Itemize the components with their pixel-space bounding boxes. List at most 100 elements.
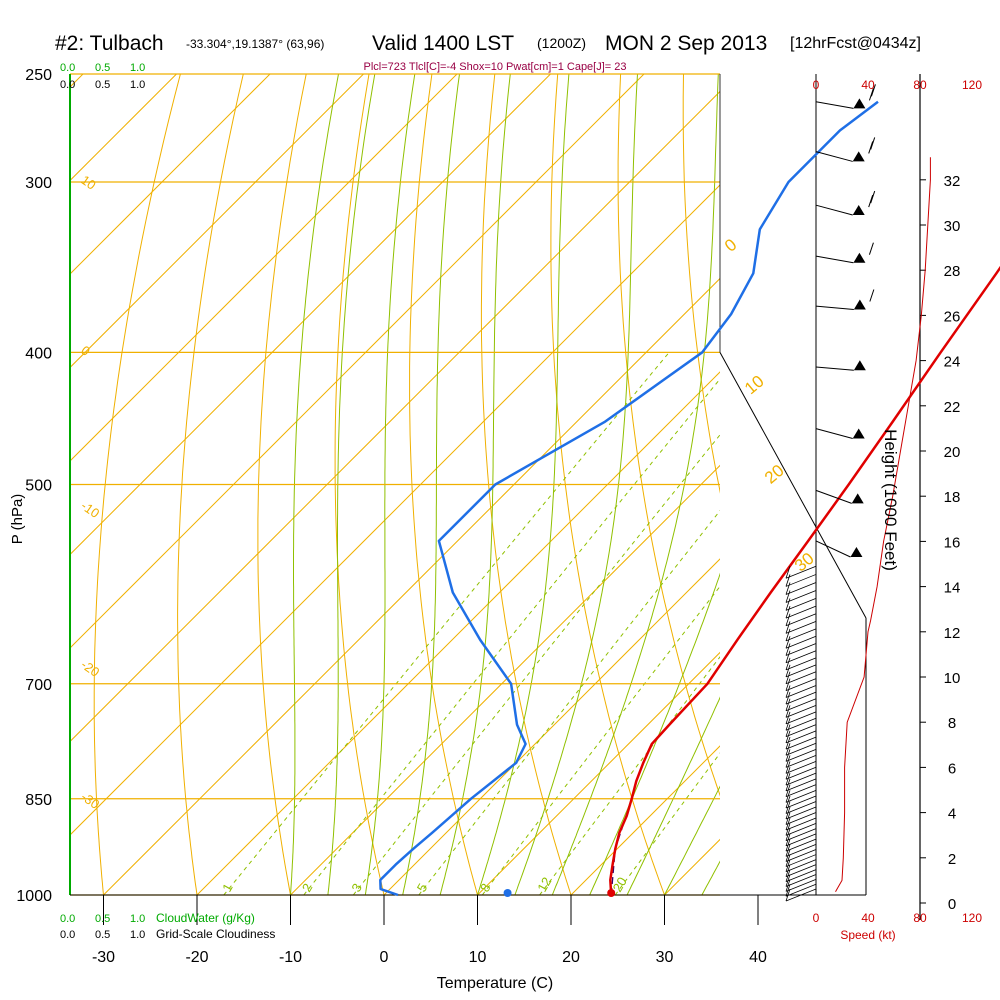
x-tick-label: -20 bbox=[185, 949, 208, 966]
bottom-cloudiness-tick: 0.0 bbox=[60, 929, 75, 941]
wind-barb-feather bbox=[785, 737, 791, 750]
wind-barb-feather bbox=[785, 755, 791, 768]
wind-barb-feather bbox=[785, 643, 791, 656]
x-tick-label: 10 bbox=[469, 949, 487, 966]
moist-adiabat-line bbox=[402, 74, 460, 895]
top-cloudiness-tick: 1.0 bbox=[130, 79, 145, 91]
speed-tick-bottom: 40 bbox=[861, 911, 875, 925]
height-tick-label: 2 bbox=[948, 851, 956, 868]
height-tick-label: 8 bbox=[948, 715, 956, 732]
wind-barb-feather bbox=[785, 790, 791, 803]
mixing-ratio-line bbox=[481, 585, 720, 895]
mixing-ratio-label: 12 bbox=[534, 875, 554, 895]
speed-tick-bottom: 0 bbox=[813, 911, 820, 925]
wind-barb bbox=[785, 628, 817, 642]
wind-barb bbox=[785, 597, 817, 611]
dry-adiabat-line bbox=[682, 74, 720, 494]
mixing-ratio-label: 1 bbox=[219, 881, 236, 895]
pressure-tick-label: 700 bbox=[25, 677, 52, 694]
wind-barb-feather bbox=[785, 685, 791, 698]
pressure-tick-label: 400 bbox=[25, 345, 52, 362]
wind-barb-feather bbox=[868, 141, 874, 154]
wind-barb bbox=[785, 784, 817, 798]
height-tick-label: 24 bbox=[944, 354, 961, 371]
speed-tick-top: 0 bbox=[813, 78, 820, 92]
dry-adiabat-label: -30 bbox=[78, 789, 102, 812]
dry-adiabat-line bbox=[935, 74, 1000, 895]
moist-adiabat-line bbox=[439, 74, 511, 895]
moist-adiabat-line bbox=[327, 74, 376, 895]
mixing-ratio-label: 2 bbox=[299, 881, 316, 895]
wind-barb-pennant bbox=[853, 299, 866, 310]
wind-barb bbox=[785, 736, 817, 750]
wind-barb bbox=[785, 843, 817, 857]
mixing-ratio-label: 20 bbox=[610, 875, 630, 895]
isotherm-line bbox=[383, 558, 720, 895]
wind-barb bbox=[785, 613, 817, 627]
wind-barb bbox=[785, 883, 817, 897]
wind-barb bbox=[785, 664, 817, 678]
x-tick-label: -10 bbox=[279, 949, 302, 966]
isotherm-line bbox=[70, 74, 458, 462]
moist-adiabat-label: 0 bbox=[721, 235, 740, 256]
height-axis-label: Height (1000 Feet) bbox=[881, 429, 900, 571]
height-tick-label: 28 bbox=[944, 263, 961, 280]
speed-tick-bottom: 80 bbox=[913, 911, 927, 925]
wind-barb-feather bbox=[785, 749, 791, 762]
moist-adiabat-line bbox=[626, 696, 720, 895]
height-tick-label: 10 bbox=[944, 670, 961, 687]
wind-barb bbox=[785, 742, 817, 756]
wind-barb bbox=[785, 685, 817, 698]
wind-barb bbox=[815, 151, 853, 162]
moist-adiabat-line bbox=[589, 572, 720, 895]
isotherm-line bbox=[70, 74, 271, 275]
top-cloudiness-tick: 0.5 bbox=[95, 79, 110, 91]
wind-barb bbox=[815, 428, 853, 439]
wind-barb-pennant bbox=[852, 428, 865, 439]
dry-adiabat-line bbox=[93, 74, 181, 895]
wind-barb bbox=[785, 671, 817, 685]
wind-barb bbox=[785, 605, 817, 619]
wind-barb bbox=[785, 565, 817, 579]
top-cloudiness-tick: 0.0 bbox=[60, 79, 75, 91]
wind-barb-feather bbox=[870, 137, 876, 150]
pressure-tick-label: 500 bbox=[25, 478, 52, 495]
height-tick-label: 18 bbox=[944, 489, 961, 506]
y-axis-label: P (hPa) bbox=[9, 494, 26, 545]
wind-barb-pennant bbox=[851, 493, 864, 504]
wind-barb-feather bbox=[785, 598, 791, 611]
wind-barb bbox=[815, 540, 851, 558]
dry-adiabat-line bbox=[480, 74, 572, 895]
wind-barb bbox=[785, 778, 817, 792]
wind-barb-feather bbox=[785, 711, 791, 724]
wind-barb bbox=[785, 711, 817, 725]
wind-barb bbox=[785, 838, 817, 852]
wind-barb bbox=[815, 366, 854, 371]
wind-barb-feather bbox=[785, 767, 791, 780]
mixing-ratio-label: 5 bbox=[414, 881, 431, 895]
station-coords: -33.304°,19.1387° (63,96) bbox=[186, 37, 324, 51]
wind-barb-feather bbox=[785, 743, 791, 756]
wind-barb-feather bbox=[785, 613, 791, 626]
height-tick-label: 22 bbox=[944, 399, 961, 416]
wind-barb-feather bbox=[785, 628, 791, 641]
wind-barb-feather bbox=[785, 566, 791, 579]
wind-barb bbox=[815, 101, 854, 109]
wind-barb-feather bbox=[785, 664, 791, 677]
wind-barb-feather bbox=[785, 730, 791, 744]
pressure-tick-label: 1000 bbox=[16, 888, 52, 905]
wind-barb-feather bbox=[785, 636, 791, 649]
wind-barb bbox=[785, 812, 817, 825]
wind-barb-feather bbox=[785, 606, 791, 619]
wind-barb-feather bbox=[785, 761, 791, 774]
wind-barb-feather bbox=[785, 705, 791, 718]
x-tick-label: 40 bbox=[749, 949, 767, 966]
wind-barb bbox=[785, 849, 817, 862]
wind-barb-feather bbox=[785, 778, 791, 792]
wind-barb-feather bbox=[785, 657, 791, 670]
height-tick-label: 6 bbox=[948, 760, 956, 777]
moist-adiabat-label: 10 bbox=[741, 372, 768, 399]
height-tick-label: 14 bbox=[944, 580, 961, 597]
dry-adiabat-line bbox=[177, 74, 244, 895]
wind-barb-feather bbox=[868, 194, 874, 208]
